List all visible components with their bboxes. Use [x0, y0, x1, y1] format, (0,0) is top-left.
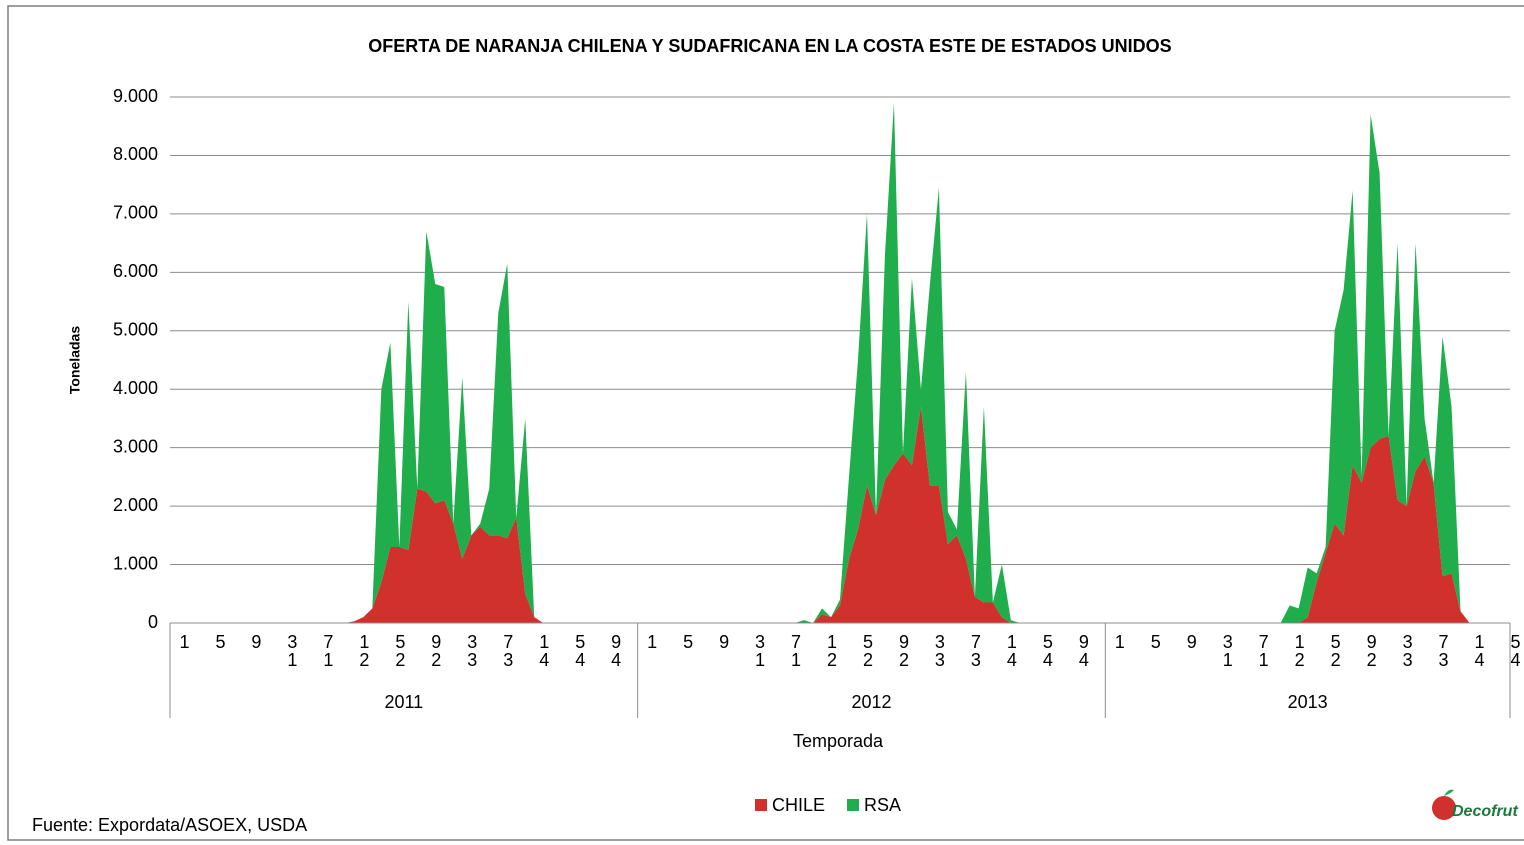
y-tick-label: 2.000 — [113, 495, 158, 515]
logo-icon — [1432, 796, 1456, 820]
group-label: 2011 — [384, 692, 423, 712]
y-axis-label: Toneladas — [67, 326, 83, 394]
y-tick-label: 7.000 — [113, 203, 158, 223]
area-chile — [174, 406, 1506, 623]
y-tick-label: 8.000 — [113, 144, 158, 164]
logo-text: Decofrut — [1452, 803, 1518, 820]
x-tick-label: 5 — [1151, 632, 1161, 652]
group-label: 2012 — [851, 692, 891, 712]
x-tick-label: 1 — [647, 632, 657, 652]
y-tick-label: 1.000 — [113, 553, 158, 573]
y-tick-label: 3.000 — [113, 436, 158, 456]
y-tick-label: 6.000 — [113, 261, 158, 281]
x-tick-label: 5 — [215, 632, 225, 652]
x-tick-label: 9 — [719, 632, 729, 652]
legend-label: CHILE — [772, 795, 825, 815]
chart-title: OFERTA DE NARANJA CHILENA Y SUDAFRICANA … — [368, 36, 1171, 56]
area-rsa — [174, 102, 1506, 624]
y-tick-label: 0 — [148, 612, 158, 632]
logo: Decofrut — [1432, 789, 1518, 820]
y-tick-label: 4.000 — [113, 378, 158, 398]
source: Fuente: Expordata/ASOEX, USDA — [32, 815, 307, 835]
x-tick-label: 5 — [683, 632, 693, 652]
x-tick-label: 1 — [179, 632, 189, 652]
logo-leaf — [1444, 789, 1454, 796]
legend-swatch — [755, 799, 767, 811]
y-tick-label: 5.000 — [113, 320, 158, 340]
x-tick-label: 9 — [1187, 632, 1197, 652]
y-tick-label: 9.000 — [113, 86, 158, 106]
chart-frame — [7, 5, 1524, 841]
group-label: 2013 — [1288, 692, 1328, 712]
legend-swatch — [847, 799, 860, 811]
x-axis-label: Temporada — [793, 731, 884, 751]
x-tick-label: 1 — [1115, 632, 1125, 652]
legend-label: RSA — [864, 795, 901, 815]
x-tick-label: 9 — [251, 632, 261, 652]
